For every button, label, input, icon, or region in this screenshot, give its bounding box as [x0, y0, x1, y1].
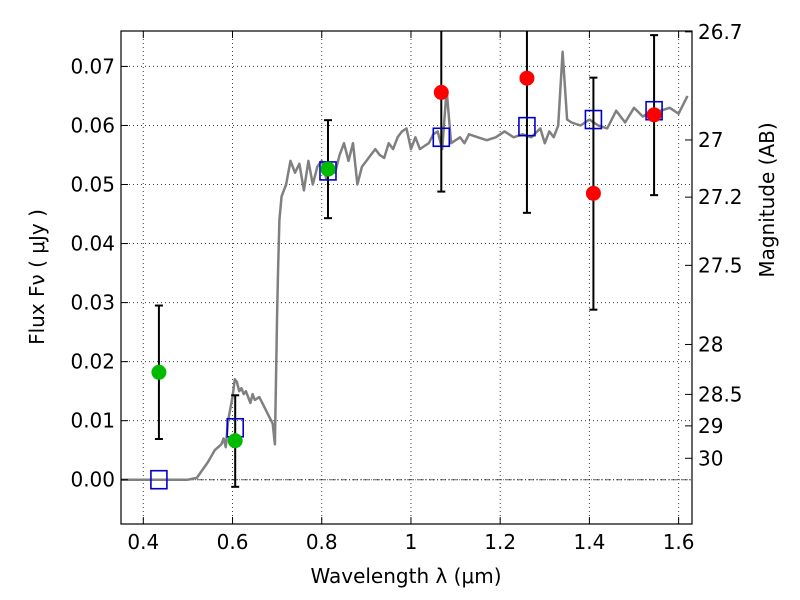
y-tick-label: 0.06: [70, 113, 115, 137]
x-tick-label: 1: [405, 530, 418, 554]
x-tick-label: 1.4: [573, 530, 605, 554]
observed-flux-marker: [320, 161, 336, 177]
observed-flux-marker: [227, 433, 243, 449]
observed-flux-marker: [433, 84, 449, 100]
magnitude-axis-label: Magnitude (AB): [755, 122, 779, 277]
magnitude-tick-label: 29: [698, 414, 723, 438]
magnitude-tick-label: 28: [698, 332, 723, 356]
magnitude-tick-label: 27: [698, 128, 723, 152]
plot-frame: [120, 30, 693, 525]
model-flux-marker: [150, 469, 168, 490]
magnitude-tick-label: 27.5: [698, 253, 743, 277]
spectrum-line: [121, 50, 689, 481]
x-tick-label: 1.6: [663, 530, 695, 554]
y-tick-label: 0.01: [70, 409, 115, 433]
observed-flux-marker: [585, 185, 601, 201]
y-tick-label: 0.07: [70, 54, 115, 78]
magnitude-axis-ticks: 26.7 27 27.2 27.5 28 28.5 29 30: [685, 20, 743, 470]
x-tick-label: 1.2: [484, 530, 516, 554]
x-tick-label: 0.4: [127, 530, 159, 554]
y-axis-label: Flux Fν ( μJy ): [25, 209, 49, 345]
model-flux-marker: [584, 109, 603, 130]
x-axis-ticks: 0.4 0.6 0.8 1 1.2 1.4 1.6: [127, 31, 695, 554]
y-tick-label: 0.00: [70, 468, 115, 492]
x-tick-label: 0.8: [306, 530, 338, 554]
magnitude-tick-label: 30: [698, 446, 723, 470]
magnitude-tick-label: 28.5: [698, 382, 743, 406]
model-flux-marker: [518, 116, 536, 137]
model-flux-marker: [432, 127, 451, 148]
observed-flux-marker: [151, 364, 167, 380]
y-tick-label: 0.03: [70, 291, 115, 315]
magnitude-tick-label: 27.2: [698, 185, 743, 209]
y-axis-ticks: 0.00 0.01 0.02 0.03 0.04 0.05 0.06 0.07: [70, 54, 128, 492]
y-tick-label: 0.02: [70, 350, 115, 374]
grid-layer: [121, 31, 692, 524]
magnitude-tick-label: 26.7: [698, 20, 743, 44]
y-tick-label: 0.05: [70, 173, 115, 197]
spectrum-layer: [121, 50, 689, 481]
x-tick-label: 0.6: [217, 530, 249, 554]
marker-layer: [150, 70, 663, 490]
x-axis-label: Wavelength λ (μm): [310, 564, 501, 588]
y-tick-label: 0.04: [70, 232, 115, 256]
observed-flux-marker: [646, 107, 662, 123]
observed-flux-marker: [519, 70, 535, 86]
